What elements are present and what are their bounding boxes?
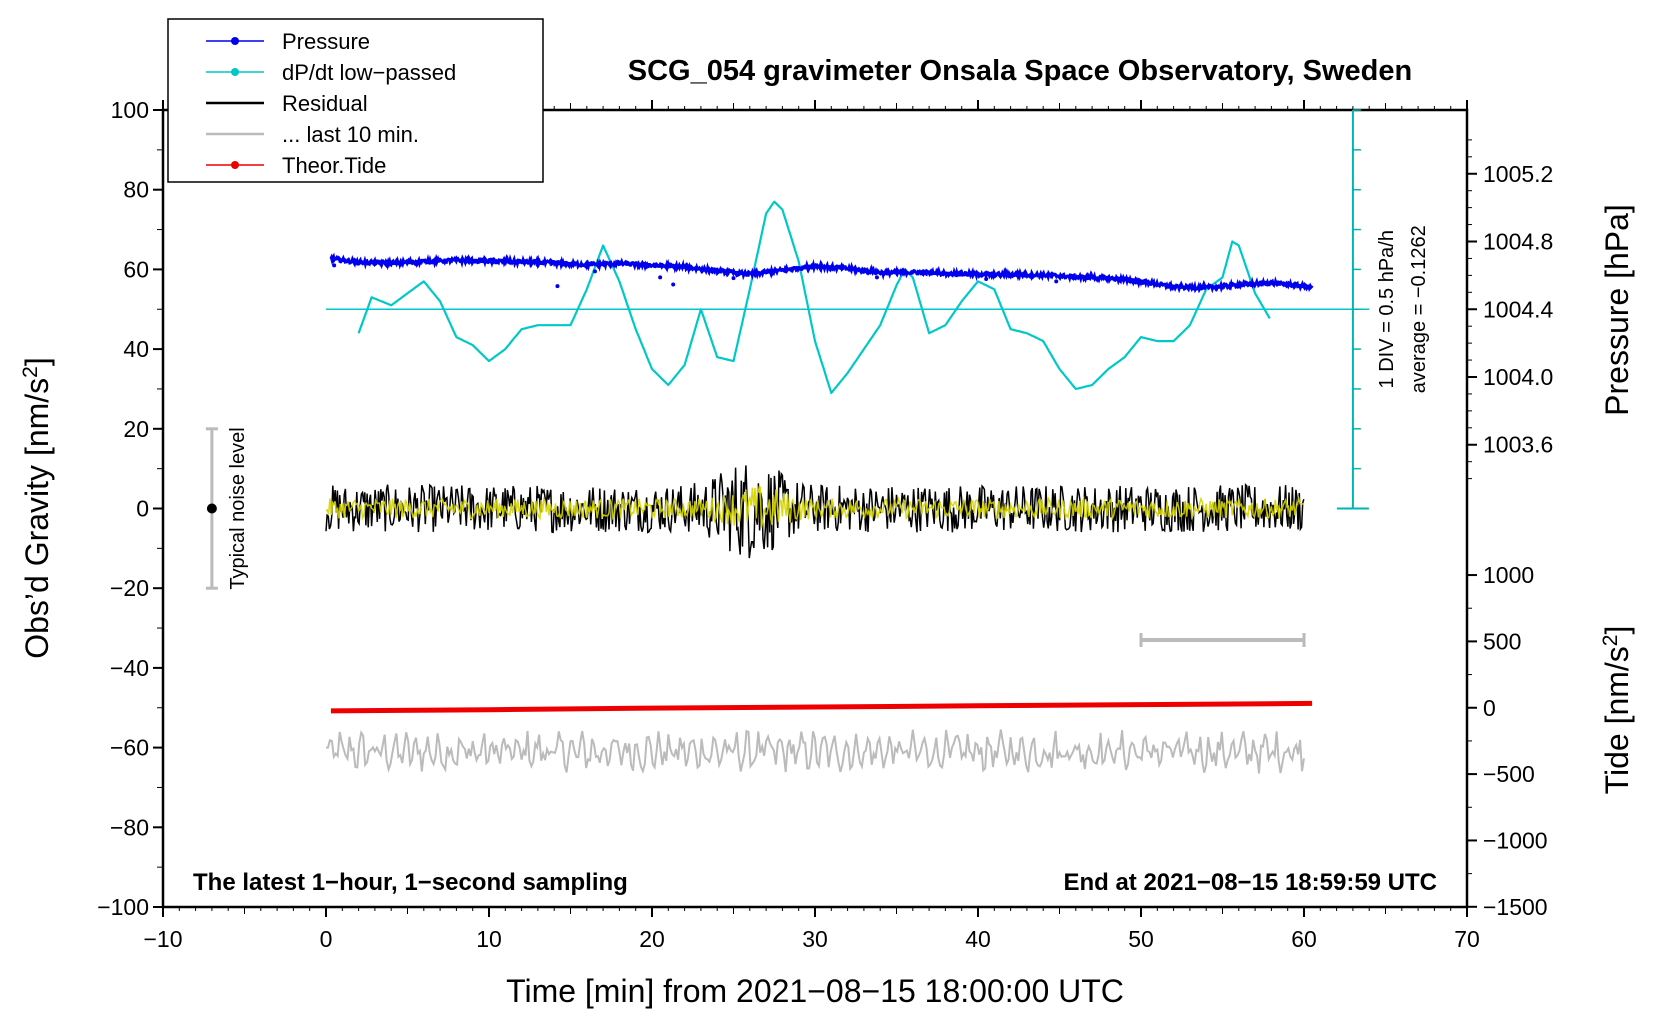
y-axis-title-tide-sup: 2 [1599,635,1622,647]
pressure-point [332,263,337,268]
footer-right: End at 2021−08−15 18:59:59 UTC [1063,869,1437,896]
pressure-point [592,269,597,274]
y-axis-title-left-end: ] [19,357,55,366]
residual-line [325,465,1305,559]
x-tick-label: 30 [802,926,828,952]
y-axis-title-left-sup: 2 [19,366,42,378]
y-axis-title-pressure: Pressure [hPa] [1599,204,1635,416]
tide-tick-label: 0 [1483,695,1496,721]
x-axis-title: Time [min] from 2021−08−15 18:00:00 UTC [506,973,1124,1009]
x-tick-label: 70 [1454,926,1480,952]
tide-tick-label: 500 [1483,628,1521,654]
tide-tick-label: −1500 [1483,894,1548,920]
y-axis-tide: −1500 −1000 −500 0 500 1000 [1467,562,1548,920]
theor-tide-line [330,700,1313,714]
last-10-min-line [326,729,1305,775]
pressure-line [329,252,1314,294]
legend-label: ... last 10 min. [282,122,419,147]
y-axis-title-left-main: Obs’d Gravity [nm/s [19,378,55,659]
y-tick-label: 80 [123,177,149,203]
noise-level-label: Typical noise level [227,427,249,589]
x-tick-label: 0 [320,926,333,952]
dpdt-line [357,200,1271,394]
pressure-point [731,276,736,281]
noise-level-dot [206,503,217,514]
legend-marker [231,161,239,169]
annotations: Typical noise level 1 DIV = 0.5 hPa/h aver… [205,109,1430,648]
x-tick-label: 40 [965,926,991,952]
footer-left: The latest 1−hour, 1−second sampling [193,869,628,896]
dpdt-scale-label: 1 DIV = 0.5 hPa/h [1376,230,1398,388]
x-axis: −10 0 10 20 30 40 50 60 70 [143,100,1480,952]
y-tick-label: 100 [111,97,149,123]
y-axis-pressure: 1003.6 1004.0 1004.4 1004.8 1005.2 [1467,139,1554,480]
y-axis-title-tide-main: Tide [nm/s [1599,646,1635,794]
x-tick-label: 10 [476,926,502,952]
y-tick-label: 60 [123,256,149,282]
pressure-tick-label: 1003.6 [1483,432,1553,458]
legend-marker [231,37,239,45]
pressure-tick-label: 1004.0 [1483,364,1553,390]
tide-tick-label: −500 [1483,761,1535,787]
y-axis-title-tide-end: ] [1599,626,1635,635]
legend-label: dP/dt low−passed [282,60,456,85]
y-tick-label: −80 [110,814,149,840]
legend-label: Residual [282,91,368,116]
y-tick-label: −40 [110,655,149,681]
residual-yellow-line [325,485,1305,528]
x-tick-label: 60 [1291,926,1317,952]
y-tick-label: −20 [110,575,149,601]
legend-box [167,18,544,183]
pressure-tick-label: 1005.2 [1483,161,1553,187]
pressure-tick-label: 1004.4 [1483,296,1554,322]
series-layer [325,200,1370,775]
y-axis-left: −100 −80 −60 −40 −20 0 20 40 60 80 100 [97,97,163,920]
legend-marker [231,68,239,76]
pressure-point [984,276,989,281]
legend-label: Theor.Tide [282,153,386,178]
x-tick-label: −10 [143,926,182,952]
legend: Pressure dP/dt low−passed Residual ... last… [167,18,544,183]
x-tick-label: 20 [639,926,665,952]
pressure-point [555,284,560,289]
y-tick-label: 20 [123,416,149,442]
tide-tick-label: −1000 [1483,827,1548,853]
pressure-point [658,275,663,280]
pressure-point [1054,279,1059,284]
y-axis-title-left: Obs’d Gravity [nm/s2] [19,357,56,659]
y-axis-title-tide: Tide [nm/s2] [1599,626,1636,795]
pressure-tick-label: 1004.8 [1483,229,1553,255]
pressure-point [671,282,676,287]
y-tick-label: −60 [110,735,149,761]
y-tick-label: 40 [123,336,149,362]
pressure-point [874,275,879,280]
x-tick-label: 50 [1128,926,1154,952]
y-tick-label: 0 [136,496,149,522]
y-tick-label: −100 [97,894,149,920]
chart-title: SCG_054 gravimeter Onsala Space Observat… [628,55,1412,87]
legend-label: Pressure [282,29,370,54]
tide-tick-label: 1000 [1483,562,1534,588]
dpdt-average-label: average = −0.1262 [1408,225,1430,393]
